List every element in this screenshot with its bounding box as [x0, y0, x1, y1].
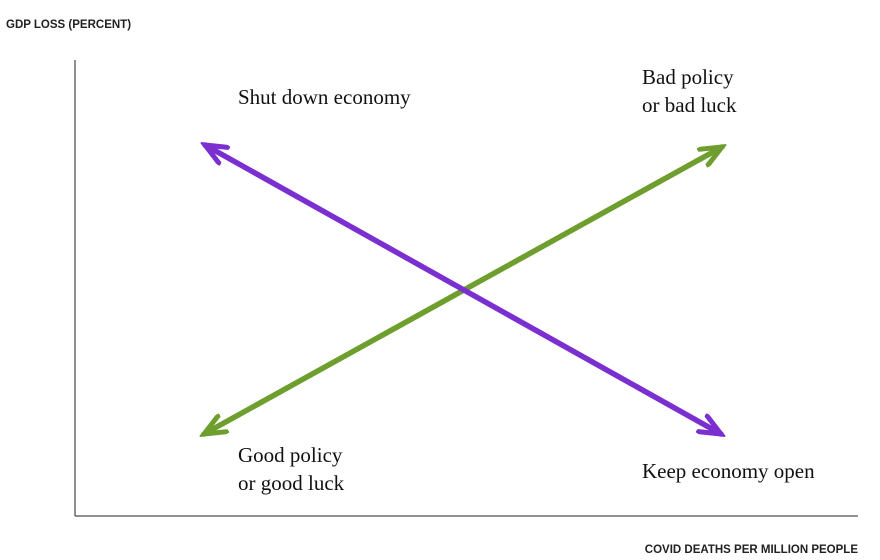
label-bad-policy: Bad policy or bad luck	[642, 65, 739, 117]
label-line: Keep economy open	[642, 459, 815, 483]
label-shut-down-economy: Shut down economy	[238, 85, 411, 109]
tradeoff-arrow	[205, 145, 721, 434]
label-good-policy: Good policy or good luck	[238, 443, 348, 495]
y-axis-title: GDP LOSS (PERCENT)	[6, 19, 131, 31]
x-axis-title: COVID DEATHS PER MILLION PEOPLE	[645, 544, 859, 556]
label-line: or bad luck	[642, 93, 737, 117]
label-line: or good luck	[238, 471, 345, 495]
label-line: Bad policy	[642, 65, 734, 89]
label-line: Good policy	[238, 443, 343, 467]
label-line: Shut down economy	[238, 85, 411, 109]
label-keep-economy-open: Keep economy open	[642, 459, 815, 483]
